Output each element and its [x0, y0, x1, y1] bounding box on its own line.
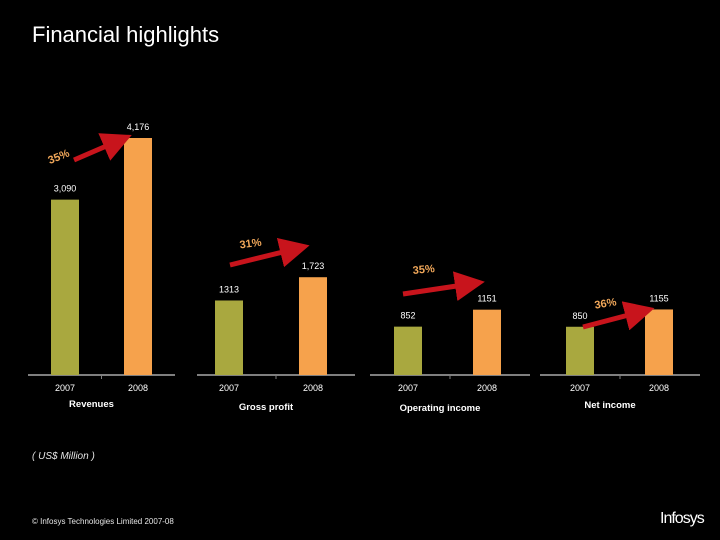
operating-income-value-label-2007: 852 — [400, 311, 415, 321]
gross-profit-tick-label-2007: 2007 — [219, 383, 239, 393]
revenues-value-label-2008: 4,176 — [127, 122, 150, 132]
operating-income-title: Operating income — [400, 403, 481, 414]
gross-profit-title: Gross profit — [239, 402, 294, 413]
operating-income-value-label-2008: 1151 — [477, 294, 496, 304]
revenues-tick-label-2008: 2008 — [128, 383, 148, 393]
operating-income-tick-label-2008: 2008 — [477, 383, 497, 393]
copyright-footer: © Infosys Technologies Limited 2007-08 — [32, 517, 174, 526]
revenues-growth-label: 35% — [46, 147, 71, 166]
operating-income-bar-2008 — [473, 309, 501, 375]
net-income-growth-label: 36% — [594, 296, 618, 311]
net-income-value-label-2007: 850 — [572, 311, 587, 321]
gross-profit-value-label-2008: 1,723 — [302, 261, 325, 271]
operating-income-growth-label: 35% — [412, 263, 435, 277]
gross-profit-growth-arrow — [229, 238, 310, 268]
revenues-tick-label-2007: 2007 — [55, 383, 75, 393]
revenues-bar-2007 — [51, 199, 79, 375]
gross-profit-value-label-2007: 1313 — [219, 284, 239, 294]
revenues-bar-2008 — [124, 138, 152, 375]
operating-income-growth-arrow — [402, 271, 485, 302]
operating-income-bar-2007 — [394, 326, 422, 375]
net-income-title: Net income — [584, 400, 635, 411]
operating-income-tick-label-2007: 2007 — [398, 383, 418, 393]
infosys-logo: Infosys — [660, 510, 705, 527]
units-note: ( US$ Million ) — [32, 451, 95, 462]
net-income-bar-2008 — [645, 309, 673, 375]
net-income-value-label-2008: 1155 — [649, 293, 668, 303]
net-income-growth-arrow — [582, 301, 655, 331]
net-income-tick-label-2008: 2008 — [649, 383, 669, 393]
gross-profit-bar-2008 — [299, 277, 327, 375]
revenues-title: Revenues — [69, 399, 114, 410]
page-title: Financial highlights — [32, 22, 220, 47]
gross-profit-tick-label-2008: 2008 — [303, 383, 323, 393]
revenues-value-label-2007: 3,090 — [54, 184, 77, 194]
net-income-bar-2007 — [566, 326, 594, 375]
gross-profit-bar-2007 — [215, 300, 243, 375]
net-income-tick-label-2007: 2007 — [570, 383, 590, 393]
gross-profit-growth-label: 31% — [239, 237, 263, 252]
revenues-growth-arrow — [73, 133, 132, 163]
